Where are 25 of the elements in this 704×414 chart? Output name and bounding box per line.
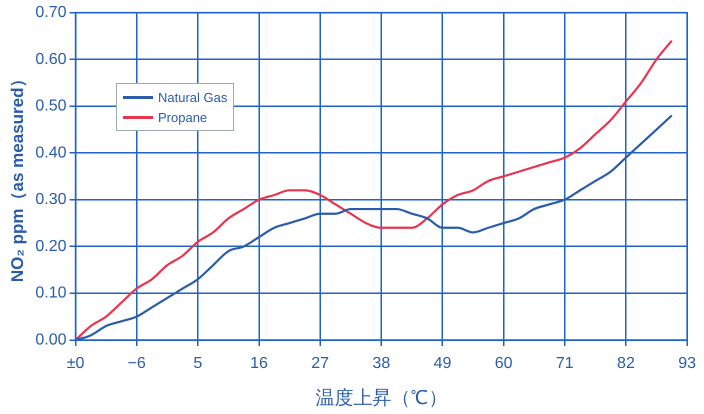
y-axis-title: NO₂ ppm（as measured）	[8, 70, 27, 282]
x-tick-label: 82	[617, 355, 635, 372]
x-axis-title: 温度上昇（℃）	[315, 386, 448, 409]
x-tick-label: 5	[193, 355, 202, 372]
x-tick-label: −6	[128, 355, 146, 372]
x-tick-label: ±0	[66, 355, 84, 372]
legend-label: Natural Gas	[158, 90, 228, 104]
x-tick-label: 93	[678, 355, 696, 372]
y-tick-label: 0.20	[35, 238, 67, 255]
line-series	[74, 40, 673, 340]
y-tick-label: 0.10	[35, 284, 67, 302]
y-tick-label: 0.00	[35, 331, 67, 348]
x-tick-label: 27	[311, 355, 330, 372]
y-tick-label: 0.30	[35, 191, 67, 208]
x-tick-label: 71	[556, 355, 574, 372]
x-tick-label: 60	[494, 355, 513, 372]
line-series	[74, 114, 673, 340]
x-tick-label: 38	[372, 355, 390, 372]
x-tick-label: 49	[434, 355, 452, 372]
legend-label: Propane	[158, 110, 208, 124]
y-tick-label: 0.60	[35, 50, 67, 68]
y-tick-label: 0.70	[35, 4, 67, 22]
y-tick-label: 0.40	[35, 144, 67, 162]
y-tick-label: 0.50	[35, 98, 67, 115]
x-tick-label: 16	[250, 355, 268, 372]
